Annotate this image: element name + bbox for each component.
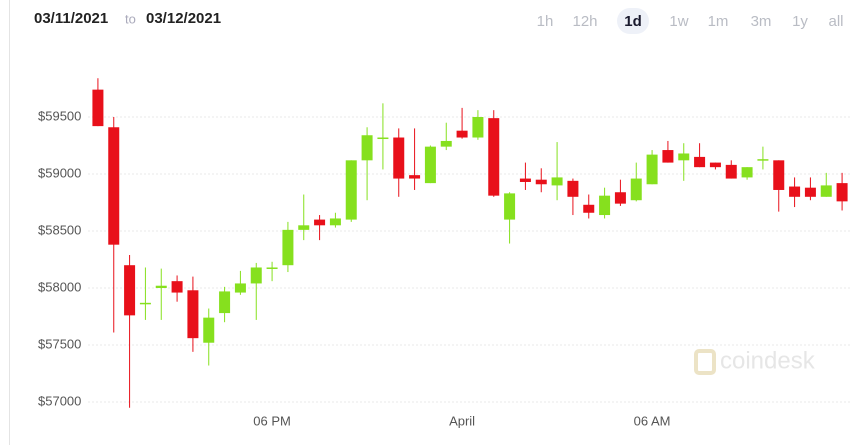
candle-body (725, 164, 737, 179)
candle-body (424, 146, 436, 184)
candle-body (646, 154, 658, 185)
candle-body (535, 179, 547, 185)
candle-body (836, 183, 848, 202)
candle-body (203, 317, 215, 343)
range-button[interactable]: 1d (624, 13, 642, 30)
candle-body (282, 229, 294, 266)
start-date: 03/11/2021 (34, 10, 108, 27)
range-button[interactable]: 1y (792, 13, 808, 30)
candle-body (361, 135, 373, 161)
candle-body (139, 302, 151, 305)
candle-body (329, 218, 341, 226)
y-tick-label: $57500 (38, 336, 81, 351)
candle-body (804, 187, 816, 197)
x-tick-label: April (449, 413, 475, 428)
candle-body (393, 137, 405, 179)
candle-body (694, 156, 706, 168)
watermark-icon (694, 349, 716, 375)
candle-body (171, 281, 183, 293)
candle-body (662, 150, 674, 163)
candle-body (314, 219, 326, 226)
range-button[interactable]: 12h (572, 13, 597, 30)
candle-body (630, 178, 642, 201)
candle-body (409, 175, 421, 179)
range-button[interactable]: all (828, 13, 843, 30)
candle-body (583, 204, 595, 213)
candle-body (187, 290, 199, 339)
candle-body (599, 195, 611, 216)
candle-body (472, 117, 484, 138)
watermark-text: coindesk (720, 347, 816, 374)
candle-body (504, 193, 516, 220)
candle-body (377, 137, 389, 140)
range-button[interactable]: 1h (537, 13, 554, 30)
y-tick-label: $58000 (38, 279, 81, 294)
date-separator: to (125, 11, 136, 26)
candle-body (124, 265, 136, 316)
candle-body (567, 180, 579, 197)
range-buttons: 1h 12h 1d 1w 1m 3m 1y all (537, 8, 844, 34)
y-tick-label: $59500 (38, 108, 81, 123)
candle-body (488, 118, 500, 196)
candle-body (108, 127, 120, 245)
candle-body (155, 285, 167, 288)
range-button-highlight (617, 8, 649, 34)
candle-body (250, 267, 262, 284)
range-button[interactable]: 3m (751, 13, 772, 30)
end-date: 03/12/2021 (146, 10, 221, 27)
candle-body (820, 185, 832, 197)
candle-body (757, 159, 769, 161)
x-tick-label: 06 PM (253, 413, 291, 428)
candle-body (92, 89, 104, 127)
watermark: coindesk (694, 347, 816, 375)
range-button[interactable]: 1w (669, 13, 688, 30)
x-tick-label: 06 AM (634, 413, 671, 428)
candle-body (789, 186, 801, 197)
candle-body (266, 267, 278, 269)
candle-body (298, 225, 310, 230)
range-button[interactable]: 1m (708, 13, 729, 30)
candle-body (741, 167, 753, 178)
candle-body (519, 178, 531, 182)
candle-body (219, 291, 231, 314)
candle-body (709, 162, 721, 168)
candle-body (456, 130, 468, 138)
candle-body (234, 283, 246, 293)
candle-body (614, 192, 626, 204)
candle-body (678, 153, 690, 161)
y-tick-label: $57000 (38, 393, 81, 408)
candle-body (440, 140, 452, 147)
y-tick-label: $59000 (38, 165, 81, 180)
candle-body (773, 160, 785, 190)
candle-body (345, 160, 357, 220)
candle-body (551, 177, 563, 186)
y-tick-label: $58500 (38, 222, 81, 237)
